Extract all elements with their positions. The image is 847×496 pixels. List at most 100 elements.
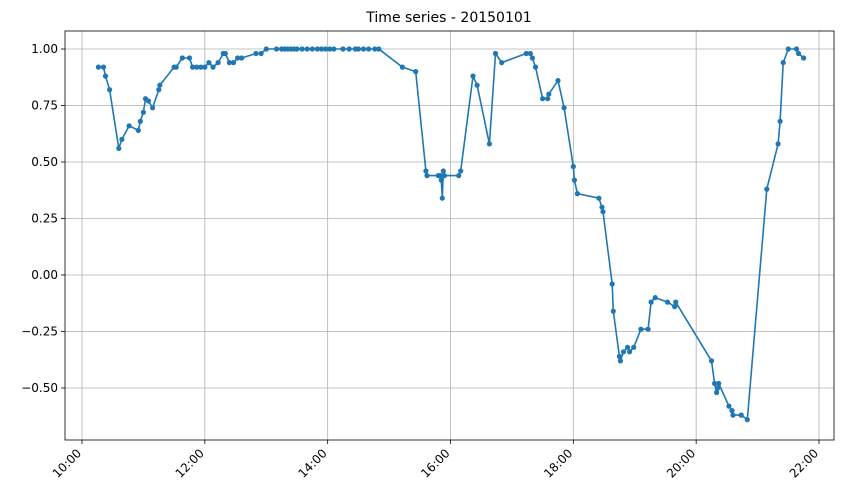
data-point (304, 46, 310, 52)
data-point (346, 46, 352, 52)
data-point (215, 60, 221, 66)
data-point (638, 326, 644, 332)
data-point (499, 60, 505, 66)
data-point (744, 417, 750, 423)
data-point (186, 55, 193, 61)
grid-lines (65, 31, 834, 440)
data-point (150, 105, 156, 111)
y-tick-label: 0.25 (31, 212, 58, 226)
data-point (198, 64, 204, 70)
data-point (561, 105, 567, 111)
plot-area-frame (64, 30, 835, 441)
x-tick-label: 10:00 (50, 446, 84, 480)
data-point (599, 204, 605, 210)
data-point (571, 177, 578, 183)
data-point (714, 389, 720, 396)
data-point (355, 46, 361, 52)
data-point (470, 73, 476, 79)
data-point (441, 173, 447, 179)
data-point (239, 55, 245, 61)
data-point (360, 46, 367, 52)
data-point (708, 358, 715, 364)
chart-title: Time series - 20150101 (365, 10, 531, 26)
data-point (716, 380, 722, 387)
data-point (780, 60, 786, 66)
data-point (140, 109, 146, 115)
series-line (98, 48, 805, 421)
data-point (179, 55, 185, 61)
y-tick-label: 1.00 (31, 42, 58, 56)
data-point (156, 87, 162, 93)
data-point (625, 344, 631, 350)
data-point (366, 46, 372, 52)
data-point (230, 60, 237, 66)
data-point (672, 304, 678, 310)
y-axis: 1.00 0.75 0.50 0.25 0.00 −0.25 −0.50 (21, 42, 65, 395)
x-tick-label: 22:00 (787, 446, 821, 480)
data-point (438, 177, 444, 183)
data-point (253, 50, 259, 57)
data-point (194, 64, 200, 70)
data-point (795, 50, 802, 57)
data-point (294, 46, 300, 52)
data-point (327, 46, 333, 52)
data-point (610, 308, 616, 314)
data-point (226, 60, 232, 66)
data-point (545, 96, 551, 102)
data-point (527, 50, 533, 57)
data-point (785, 46, 791, 52)
data-point (102, 73, 109, 79)
data-point (340, 46, 346, 52)
data-point (664, 299, 671, 305)
data-point (652, 295, 658, 301)
x-tick-label: 16:00 (418, 446, 452, 480)
data-point (145, 98, 152, 104)
data-point (523, 50, 529, 57)
series-group (95, 46, 807, 423)
data-point (157, 82, 163, 88)
data-point (546, 91, 552, 97)
y-tick-label: 0.00 (31, 268, 58, 282)
data-point (570, 163, 576, 170)
data-point (645, 326, 651, 332)
data-point (273, 46, 280, 52)
data-point (258, 50, 264, 57)
data-point (440, 168, 446, 174)
data-point (730, 412, 736, 418)
data-point (764, 186, 770, 192)
data-point (648, 299, 654, 305)
data-point (532, 64, 539, 70)
data-point (210, 64, 216, 70)
x-tick-label: 12:00 (173, 446, 207, 480)
data-point (617, 358, 624, 364)
data-point (413, 69, 419, 75)
data-point (309, 46, 315, 52)
data-point (206, 60, 212, 66)
data-point (424, 173, 430, 179)
data-point (738, 412, 744, 418)
data-point (222, 50, 228, 57)
data-point (673, 299, 679, 305)
data-point (135, 127, 141, 133)
data-point (600, 209, 606, 215)
data-point (631, 344, 637, 350)
data-point (627, 349, 633, 355)
data-point (616, 353, 623, 359)
data-point (492, 50, 499, 57)
data-point (318, 46, 325, 52)
data-point (107, 87, 113, 93)
data-point (119, 136, 125, 142)
data-point (376, 46, 382, 52)
data-point (116, 145, 122, 151)
data-point (100, 64, 107, 70)
data-point (801, 55, 807, 61)
data-point (439, 195, 445, 201)
y-tick-label: 0.50 (31, 155, 58, 169)
data-point (137, 118, 143, 124)
data-point (596, 195, 602, 201)
data-point (726, 403, 732, 409)
data-point (437, 173, 443, 179)
data-point (372, 46, 378, 52)
data-point (712, 380, 718, 387)
